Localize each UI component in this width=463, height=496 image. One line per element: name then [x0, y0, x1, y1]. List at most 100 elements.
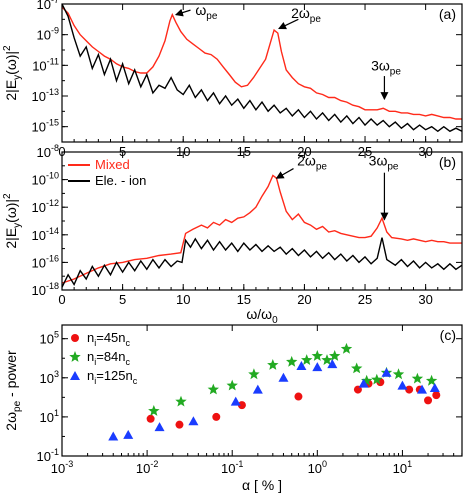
data-point-triangle — [397, 380, 408, 390]
y-tick-label: 10-8 — [37, 143, 59, 160]
data-point-triangle — [278, 372, 289, 382]
data-point-circle — [212, 412, 221, 421]
annotation-label: 3ωpe — [371, 57, 401, 77]
y-tick-label: 10-11 — [32, 56, 59, 73]
data-point-star — [329, 350, 341, 361]
y-tick-label: 10-13 — [32, 87, 59, 104]
data-point-star — [286, 355, 298, 367]
x-tick-label: 10-2 — [136, 459, 158, 476]
data-point-star — [392, 368, 405, 380]
legend-label: Mixed — [95, 157, 130, 172]
legend-marker-circle — [71, 334, 79, 342]
legend-marker-triangle — [70, 371, 80, 380]
data-point-triangle — [417, 384, 428, 394]
series-line-red — [62, 174, 462, 284]
x-tick-label: 10-1 — [221, 459, 243, 476]
legend-label: ni=45nc — [87, 330, 131, 348]
annotation-arrow — [278, 18, 299, 30]
y-axis-label: 2|Ey(ω)|2 — [2, 193, 23, 249]
legend-label: Ele. - ion — [95, 173, 146, 188]
plot-frame — [61, 324, 463, 457]
plot-frame — [61, 3, 463, 143]
x-axis-label: ω/ω0 — [246, 306, 278, 326]
x-tick-label: 101 — [393, 459, 412, 476]
y-tick-label: 10-9 — [37, 26, 59, 43]
data-point-star — [411, 372, 424, 384]
data-point-triangle — [296, 361, 307, 371]
data-point-circle — [146, 414, 155, 423]
annotation-label: 2ωpe — [297, 152, 327, 172]
annotation-label: 3ωpe — [369, 152, 399, 172]
x-tick-label: 5 — [119, 292, 126, 307]
data-point-star — [175, 395, 187, 407]
data-point-star — [207, 383, 219, 395]
data-point-star — [425, 374, 438, 386]
panel-b: 0 5 10 15 20 25 30 10-8 10-10 10-12 10-14 10-16 10-1… — [2, 143, 463, 326]
data-point-star — [351, 362, 363, 374]
x-tick-label: 20 — [297, 292, 311, 307]
annotation-arrow — [275, 168, 294, 179]
x-tick-label: 10-3 — [51, 459, 73, 476]
y-tick-label: 10-7 — [37, 0, 59, 12]
y-tick-label: 10-15 — [32, 118, 59, 135]
data-point-triangle — [188, 416, 199, 426]
y-tick-label: 10-1 — [37, 447, 59, 464]
data-point-star — [148, 405, 160, 416]
annotation-arrow — [174, 8, 191, 17]
series-line-red — [62, 6, 462, 120]
y-tick-label: 101 — [40, 408, 59, 425]
x-axis-label: α [ % ] — [242, 477, 282, 493]
y-axis-label: 2ωpe - power — [3, 350, 23, 431]
data-point-star — [267, 359, 279, 370]
data-point-circle — [432, 391, 441, 400]
data-point-circle — [175, 420, 184, 429]
x-tick-label: 100 — [308, 459, 327, 476]
data-point-triangle — [429, 383, 440, 393]
y-tick-label: 105 — [40, 330, 59, 347]
x-tick-label: 30 — [418, 292, 432, 307]
x-tick-label: 10 — [176, 292, 190, 307]
series-line-black — [62, 4, 462, 133]
y-tick-label: 10-10 — [32, 171, 59, 188]
data-point-star — [301, 354, 313, 365]
data-point-star — [340, 342, 353, 354]
annotation-label: ωpe — [195, 2, 217, 22]
data-point-circle — [294, 392, 303, 401]
panel-a: 05101520253010-710-910-1110-1310-15(a)2|… — [2, 0, 463, 159]
data-point-triangle — [154, 422, 165, 432]
x-tick-label: 0 — [58, 292, 65, 307]
y-axis-label: 2|Ey(ω)|2 — [2, 45, 23, 101]
data-point-star — [321, 354, 333, 365]
y-tick-label: 103 — [40, 369, 59, 386]
data-point-triangle — [230, 396, 241, 406]
y-tick-label: 10-14 — [32, 226, 59, 243]
legend-label: ni=84nc — [87, 349, 131, 367]
data-point-star — [248, 368, 260, 380]
x-tick-label: 15 — [237, 292, 251, 307]
data-point-triangle — [381, 367, 392, 377]
data-point-star — [371, 373, 383, 385]
data-point-circle — [405, 385, 414, 394]
x-tick-label: 25 — [358, 292, 372, 307]
annotation-label: 2ωpe — [291, 5, 321, 25]
y-tick-label: 10-18 — [32, 281, 59, 298]
data-point-triangle — [327, 359, 338, 369]
data-point-triangle — [312, 362, 323, 372]
data-point-star — [311, 350, 323, 361]
data-point-triangle — [123, 429, 134, 439]
data-point-circle — [237, 401, 246, 410]
y-tick-label: 10-12 — [32, 198, 59, 215]
data-point-triangle — [108, 431, 119, 441]
legend-marker-star — [69, 351, 81, 362]
series-line-black — [62, 237, 462, 288]
data-point-triangle — [252, 384, 263, 394]
data-point-star — [226, 379, 238, 391]
panel-label: (a) — [439, 6, 456, 22]
data-point-triangle — [358, 378, 369, 388]
legend-label: ni=125nc — [87, 368, 138, 386]
panel-label: (b) — [439, 154, 456, 170]
y-tick-label: 10-16 — [32, 253, 59, 270]
panel-label: (c) — [440, 327, 456, 343]
